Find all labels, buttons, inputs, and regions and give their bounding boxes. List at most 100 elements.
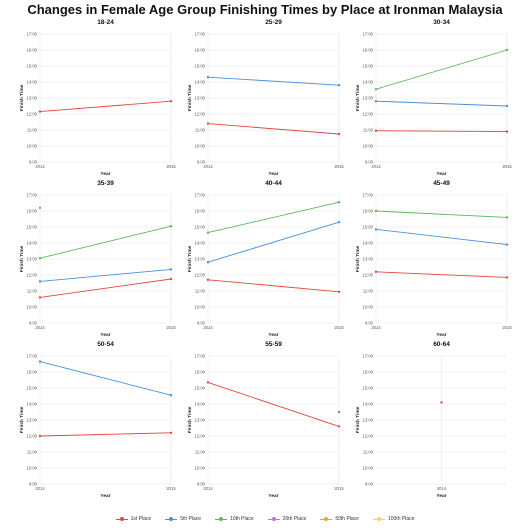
panel-title-55-59: 55-59 xyxy=(265,341,282,348)
data-point-10th-place-30-34 xyxy=(374,88,378,91)
series-line-1st-place-40-44 xyxy=(207,279,340,293)
y-axis-label-55-59: Finish Time xyxy=(187,406,193,433)
y-tick-label-40-44: 12:00 xyxy=(195,273,206,278)
y-tick-label-55-59: 10:00 xyxy=(195,466,206,471)
series-line-1st-place-30-34 xyxy=(375,130,508,133)
y-tick-label-40-44: 15:00 xyxy=(195,225,206,230)
y-tick-label-25-29: 13:00 xyxy=(195,96,206,101)
y-tick-label-60-64: 16:00 xyxy=(363,370,374,375)
y-tick-label-55-59: 13:00 xyxy=(195,418,206,423)
data-point-5th-place-40-44 xyxy=(337,221,341,224)
y-tick-label-45-49: 17:00 xyxy=(363,193,374,198)
legend-item-20th-place: 20th Place xyxy=(267,516,307,522)
legend-label-20th-place: 20th Place xyxy=(282,516,307,522)
y-tick-label-50-54: 17:00 xyxy=(27,354,38,359)
panel-title-25-29: 25-29 xyxy=(265,19,282,26)
series-line-1st-place-35-39 xyxy=(39,278,172,298)
y-axis-label-45-49: Finish Time xyxy=(355,245,361,272)
legend-item-1st-place: 1st Place xyxy=(115,516,151,522)
y-tick-label-60-64: 13:00 xyxy=(363,418,374,423)
y-tick-label-30-34: 16:00 xyxy=(363,48,374,53)
series-line-5th-place-45-49 xyxy=(375,228,508,246)
data-point-1st-place-50-54 xyxy=(169,431,173,434)
y-tick-label-50-54: 11:00 xyxy=(27,450,38,455)
y-tick-label-45-49: 13:00 xyxy=(363,257,374,262)
data-point-1st-place-60-64 xyxy=(440,401,443,404)
y-tick-label-40-44: 14:00 xyxy=(195,241,206,246)
y-tick-label-35-39: 9:00 xyxy=(29,321,38,326)
y-tick-label-35-39: 13:00 xyxy=(27,257,38,262)
y-tick-label-30-34: 11:00 xyxy=(363,128,374,133)
y-tick-label-18-24: 17:00 xyxy=(27,32,38,37)
data-point-1st-place-30-34 xyxy=(374,129,378,132)
series-line-5th-place-40-44 xyxy=(207,221,340,263)
y-tick-label-45-49: 9:00 xyxy=(365,321,374,326)
data-point-5th-place-45-49 xyxy=(374,228,378,231)
y-tick-label-18-24: 16:00 xyxy=(27,48,38,53)
panel-title-40-44: 40-44 xyxy=(265,180,282,187)
x-axis-label-55-59: Year xyxy=(268,493,278,499)
data-point-1st-place-40-44 xyxy=(206,278,210,281)
legend-swatch-100th-place xyxy=(372,516,385,522)
x-tick-label-40-44: 2015 xyxy=(334,325,344,330)
y-tick-label-30-34: 9:00 xyxy=(365,160,374,165)
legend-item-10th-place: 10th Place xyxy=(215,516,254,522)
y-tick-label-45-49: 14:00 xyxy=(363,241,374,246)
y-tick-label-60-64: 12:00 xyxy=(363,434,374,439)
legend-swatch-5th-place xyxy=(165,516,178,522)
x-axis-label-45-49: Year xyxy=(436,332,446,338)
y-tick-label-25-29: 11:00 xyxy=(195,128,206,133)
series-line-10th-place-45-49 xyxy=(375,210,508,218)
legend-item-100th-place: 100th Place xyxy=(372,516,414,522)
x-axis-label-25-29: Year xyxy=(268,171,278,177)
y-tick-label-40-44: 13:00 xyxy=(195,257,206,262)
x-axis-label-60-64: Year xyxy=(436,493,446,499)
data-point-1st-place-35-39 xyxy=(38,296,42,299)
y-axis-label-18-24: Finish Time xyxy=(19,84,25,111)
series-line-1st-place-55-59 xyxy=(207,381,340,427)
y-tick-label-30-34: 10:00 xyxy=(363,144,374,149)
y-tick-label-45-49: 12:00 xyxy=(363,273,374,278)
x-tick-label-60-64: 2014 xyxy=(437,486,447,491)
x-tick-label-30-34: 2015 xyxy=(502,164,512,169)
x-tick-label-40-44: 2014 xyxy=(203,325,213,330)
y-tick-label-55-59: 14:00 xyxy=(195,402,206,407)
x-tick-label-30-34: 2014 xyxy=(371,164,381,169)
y-tick-label-25-29: 14:00 xyxy=(195,80,206,85)
y-tick-label-25-29: 10:00 xyxy=(195,144,206,149)
y-tick-label-60-64: 14:00 xyxy=(363,402,374,407)
y-tick-label-40-44: 16:00 xyxy=(195,209,206,214)
y-tick-label-25-29: 15:00 xyxy=(195,64,206,69)
legend-item-5th-place: 5th Place xyxy=(165,516,201,522)
x-axis-label-40-44: Year xyxy=(268,332,278,338)
x-tick-label-25-29: 2015 xyxy=(334,164,344,169)
legend-label-5th-place: 5th Place xyxy=(180,516,202,522)
y-axis-label-40-44: Finish Time xyxy=(187,245,193,272)
data-point-10th-place-35-39 xyxy=(169,225,173,228)
y-tick-label-25-29: 17:00 xyxy=(195,32,206,37)
y-tick-label-25-29: 16:00 xyxy=(195,48,206,53)
data-point-1st-place-35-39 xyxy=(169,277,173,281)
data-point-10th-place-45-49 xyxy=(374,209,378,213)
series-line-10th-place-30-34 xyxy=(375,49,508,90)
data-point-5th-place-25-29 xyxy=(337,84,341,87)
legend-item-50th-place: 50th Place xyxy=(320,516,359,522)
y-tick-label-18-24: 11:00 xyxy=(27,128,38,133)
panel-title-30-34: 30-34 xyxy=(433,19,450,26)
panel-title-60-64: 60-64 xyxy=(433,341,450,348)
y-tick-label-18-24: 12:00 xyxy=(27,112,38,117)
y-tick-label-25-29: 12:00 xyxy=(195,112,206,117)
y-tick-label-60-64: 17:00 xyxy=(363,354,374,359)
y-tick-label-18-24: 10:00 xyxy=(27,144,38,149)
data-point-1st-place-30-34 xyxy=(505,130,509,133)
panel-title-45-49: 45-49 xyxy=(433,180,450,187)
series-line-10th-place-35-39 xyxy=(39,225,172,259)
y-tick-label-18-24: 14:00 xyxy=(27,80,38,85)
y-tick-label-55-59: 16:00 xyxy=(195,370,206,375)
x-tick-label-45-49: 2015 xyxy=(502,325,512,330)
panel-title-35-39: 35-39 xyxy=(97,180,114,187)
data-point-1st-place-45-49 xyxy=(505,276,509,279)
y-axis-label-35-39: Finish Time xyxy=(19,245,25,272)
data-point-1st-place-50-54 xyxy=(38,434,42,438)
